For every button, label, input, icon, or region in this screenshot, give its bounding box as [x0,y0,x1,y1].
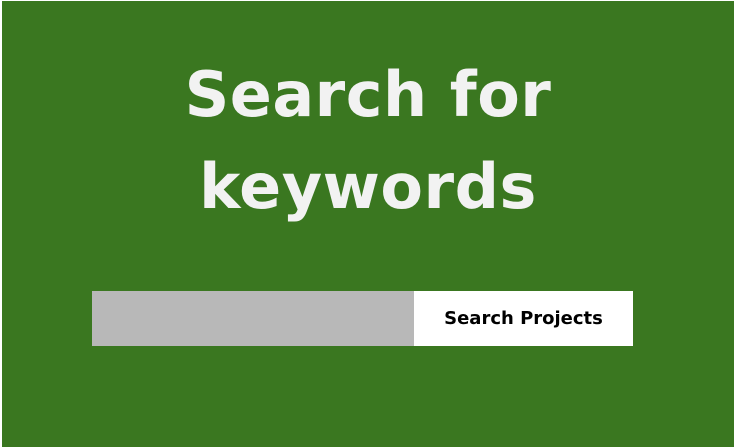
search-input[interactable] [92,291,414,346]
page-title-line-1: Search for [184,58,552,131]
search-projects-button[interactable]: Search Projects [414,291,633,346]
page-title: Search for keywords [2,49,734,233]
page-title-line-2: keywords [199,150,537,223]
search-bar: Search Projects [92,291,633,346]
